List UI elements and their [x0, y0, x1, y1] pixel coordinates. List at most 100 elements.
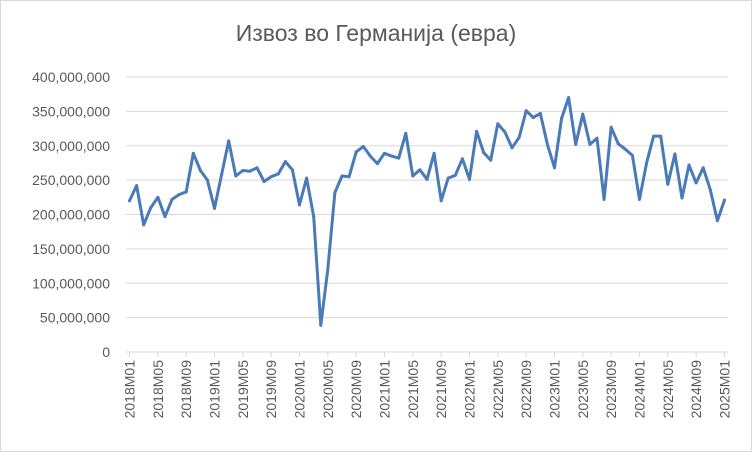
data-point — [142, 223, 146, 227]
data-point — [715, 219, 719, 223]
data-point — [687, 163, 691, 167]
y-tick-label: 50,000,000 — [40, 310, 110, 326]
data-point — [574, 142, 578, 146]
y-tick-label: 0 — [102, 344, 110, 360]
data-point — [361, 144, 365, 148]
data-point — [248, 169, 252, 173]
y-tick-label: 200,000,000 — [32, 207, 110, 223]
data-point — [135, 184, 139, 188]
data-point — [475, 129, 479, 133]
data-point — [312, 215, 316, 219]
y-tick-label: 400,000,000 — [32, 69, 110, 85]
data-point — [439, 199, 443, 203]
x-tick-label: 2022M01 — [461, 360, 477, 419]
data-point — [177, 193, 181, 197]
data-point — [404, 131, 408, 135]
data-point — [375, 162, 379, 166]
data-point — [694, 181, 698, 185]
y-axis-tick-labels: 0 50,000,000 100,000,000 150,000,000 200,000… — [32, 69, 110, 360]
data-point — [722, 198, 726, 202]
data-point — [503, 130, 507, 134]
data-point — [425, 177, 429, 181]
data-point — [659, 134, 663, 138]
data-point — [326, 268, 330, 271]
data-point — [205, 178, 209, 182]
data-point — [581, 112, 585, 116]
data-point — [191, 151, 195, 155]
data-point — [531, 116, 535, 120]
y-tick-label: 250,000,000 — [32, 172, 110, 188]
x-tick-label: 2018M09 — [178, 360, 194, 419]
data-point — [340, 174, 344, 178]
data-point — [305, 176, 309, 180]
data-point — [156, 195, 160, 199]
x-tick-label: 2021M09 — [433, 360, 449, 419]
x-tick-label: 2020M09 — [348, 360, 364, 419]
y-tick-label: 100,000,000 — [32, 275, 110, 291]
data-point — [482, 151, 486, 155]
x-tick-label: 2024M09 — [688, 360, 704, 419]
data-point — [666, 182, 670, 186]
x-tick-label: 2023M09 — [603, 360, 619, 419]
data-point — [602, 197, 606, 201]
data-point — [432, 151, 436, 155]
x-tick-label: 2018M01 — [122, 360, 138, 419]
data-point — [701, 166, 705, 170]
data-point — [630, 153, 634, 157]
data-point — [496, 122, 500, 126]
data-point — [467, 177, 471, 181]
x-axis-tick-labels: 2018M01 2018M05 2018M09 2019M01 2019M05 2019M… — [122, 352, 732, 419]
data-point — [163, 215, 167, 219]
series-line — [128, 96, 726, 327]
data-point — [283, 160, 287, 164]
x-tick-label: 2021M05 — [405, 360, 421, 419]
data-point — [128, 199, 132, 203]
data-point — [347, 175, 351, 179]
data-point — [545, 142, 549, 146]
x-tick-label: 2025M01 — [716, 360, 732, 419]
data-point — [170, 197, 174, 201]
data-point — [538, 111, 542, 115]
data-point — [290, 168, 294, 172]
data-point — [411, 174, 415, 178]
data-point — [524, 109, 528, 113]
data-point — [149, 206, 153, 210]
data-point — [227, 139, 231, 143]
data-point — [234, 174, 238, 178]
data-point — [220, 173, 224, 177]
x-tick-label: 2020M01 — [292, 360, 308, 419]
chart-title: Извоз во Германија (евра) — [235, 20, 517, 46]
data-point — [298, 203, 302, 207]
x-tick-label: 2022M05 — [490, 360, 506, 419]
data-point — [708, 188, 712, 192]
data-point — [609, 125, 613, 129]
data-point — [418, 168, 422, 172]
data-point — [184, 190, 188, 194]
data-point — [552, 166, 556, 170]
data-point — [616, 142, 620, 146]
x-tick-label: 2018M05 — [150, 360, 166, 419]
x-tick-label: 2023M01 — [546, 360, 562, 419]
data-point — [276, 172, 280, 176]
data-point — [262, 180, 266, 183]
data-point — [673, 152, 677, 156]
x-tick-label: 2023M05 — [575, 360, 591, 419]
x-tick-label: 2021M01 — [377, 360, 393, 419]
data-point — [560, 116, 564, 120]
data-point — [652, 134, 656, 138]
x-tick-label: 2024M01 — [631, 360, 647, 419]
data-point — [255, 166, 259, 170]
y-tick-label: 150,000,000 — [32, 241, 110, 257]
data-point — [383, 151, 387, 155]
y-tick-label: 350,000,000 — [32, 103, 110, 119]
x-tick-label: 2019M09 — [263, 360, 279, 419]
data-point — [645, 161, 649, 165]
data-point — [453, 173, 457, 177]
x-tick-label: 2020M05 — [320, 360, 336, 419]
x-tick-label: 2019M01 — [207, 360, 223, 419]
data-point — [390, 154, 394, 158]
y-tick-label: 300,000,000 — [32, 138, 110, 154]
data-point — [489, 158, 493, 162]
series-line-group — [128, 96, 726, 327]
